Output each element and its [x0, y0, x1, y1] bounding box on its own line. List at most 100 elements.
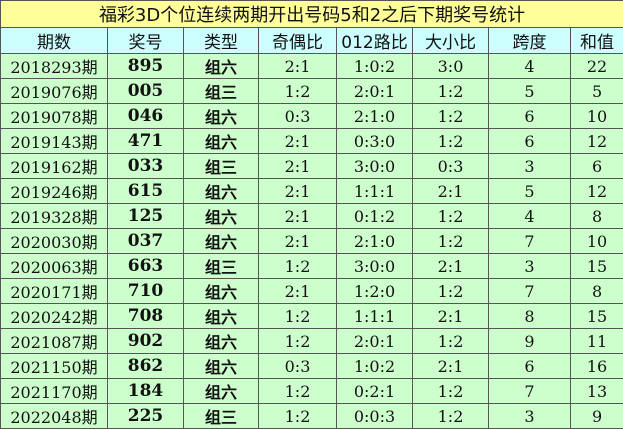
sum-cell: 10: [571, 104, 623, 129]
period-cell: 2021087期: [1, 329, 108, 354]
odd-even-cell: 2:1: [259, 229, 337, 254]
header-big-small: 大小比: [413, 28, 489, 54]
odd-even-cell: 2:1: [259, 204, 337, 229]
number-cell: 033: [108, 154, 184, 179]
sum-cell: 5: [571, 79, 623, 104]
big-small-cell: 1:2: [413, 104, 489, 129]
road-012-cell: 2:0:1: [337, 79, 413, 104]
number-cell: 037: [108, 229, 184, 254]
type-cell: 组六: [184, 129, 259, 154]
period-cell: 2020171期: [1, 279, 108, 304]
period-cell: 2019328期: [1, 204, 108, 229]
big-small-cell: 1:2: [413, 279, 489, 304]
type-cell: 组六: [184, 179, 259, 204]
number-cell: 895: [108, 54, 184, 79]
road-012-cell: 0:2:1: [337, 379, 413, 404]
odd-even-cell: 2:1: [259, 154, 337, 179]
period-cell: 2022048期: [1, 404, 108, 429]
header-012: 012路比: [337, 28, 413, 54]
number-cell: 125: [108, 204, 184, 229]
period-cell: 2019162期: [1, 154, 108, 179]
big-small-cell: 2:1: [413, 179, 489, 204]
big-small-cell: 1:2: [413, 329, 489, 354]
odd-even-cell: 1:2: [259, 79, 337, 104]
big-small-cell: 0:3: [413, 154, 489, 179]
big-small-cell: 1:2: [413, 404, 489, 429]
number-cell: 471: [108, 129, 184, 154]
period-cell: 2020030期: [1, 229, 108, 254]
header-odd-even: 奇偶比: [259, 28, 337, 54]
header-span: 跨度: [489, 28, 571, 54]
big-small-cell: 2:1: [413, 254, 489, 279]
odd-even-cell: 2:1: [259, 54, 337, 79]
type-cell: 组六: [184, 329, 259, 354]
odd-even-cell: 1:2: [259, 304, 337, 329]
road-012-cell: 1:0:2: [337, 354, 413, 379]
road-012-cell: 0:3:0: [337, 129, 413, 154]
sum-cell: 9: [571, 404, 623, 429]
span-cell: 5: [489, 179, 571, 204]
road-012-cell: 0:0:3: [337, 404, 413, 429]
type-cell: 组六: [184, 204, 259, 229]
road-012-cell: 0:1:2: [337, 204, 413, 229]
span-cell: 4: [489, 54, 571, 79]
type-cell: 组六: [184, 379, 259, 404]
road-012-cell: 2:1:0: [337, 229, 413, 254]
period-cell: 2019076期: [1, 79, 108, 104]
span-cell: 5: [489, 79, 571, 104]
period-cell: 2019078期: [1, 104, 108, 129]
big-small-cell: 1:2: [413, 204, 489, 229]
span-cell: 7: [489, 279, 571, 304]
odd-even-cell: 2:1: [259, 129, 337, 154]
span-cell: 7: [489, 229, 571, 254]
type-cell: 组三: [184, 154, 259, 179]
sum-cell: 16: [571, 354, 623, 379]
header-number: 奖号: [108, 28, 184, 54]
big-small-cell: 3:0: [413, 54, 489, 79]
odd-even-cell: 1:2: [259, 254, 337, 279]
period-cell: 2018293期: [1, 54, 108, 79]
span-cell: 6: [489, 354, 571, 379]
span-cell: 6: [489, 129, 571, 154]
odd-even-cell: 1:2: [259, 379, 337, 404]
type-cell: 组六: [184, 229, 259, 254]
header-period: 期数: [1, 28, 108, 54]
road-012-cell: 3:0:0: [337, 254, 413, 279]
odd-even-cell: 2:1: [259, 279, 337, 304]
table-title: 福彩3D个位连续两期开出号码5和2之后下期奖号统计: [1, 1, 623, 28]
type-cell: 组六: [184, 279, 259, 304]
odd-even-cell: 0:3: [259, 354, 337, 379]
type-cell: 组三: [184, 254, 259, 279]
road-012-cell: 1:1:1: [337, 304, 413, 329]
type-cell: 组六: [184, 104, 259, 129]
span-cell: 9: [489, 329, 571, 354]
road-012-cell: 2:0:1: [337, 329, 413, 354]
period-cell: 2021150期: [1, 354, 108, 379]
big-small-cell: 1:2: [413, 79, 489, 104]
span-cell: 3: [489, 404, 571, 429]
big-small-cell: 1:2: [413, 229, 489, 254]
sum-cell: 11: [571, 329, 623, 354]
type-cell: 组六: [184, 304, 259, 329]
type-cell: 组三: [184, 404, 259, 429]
number-cell: 862: [108, 354, 184, 379]
big-small-cell: 1:2: [413, 379, 489, 404]
number-cell: 184: [108, 379, 184, 404]
road-012-cell: 1:1:1: [337, 179, 413, 204]
period-cell: 2019143期: [1, 129, 108, 154]
period-cell: 2021170期: [1, 379, 108, 404]
big-small-cell: 2:1: [413, 304, 489, 329]
road-012-cell: 2:1:0: [337, 104, 413, 129]
